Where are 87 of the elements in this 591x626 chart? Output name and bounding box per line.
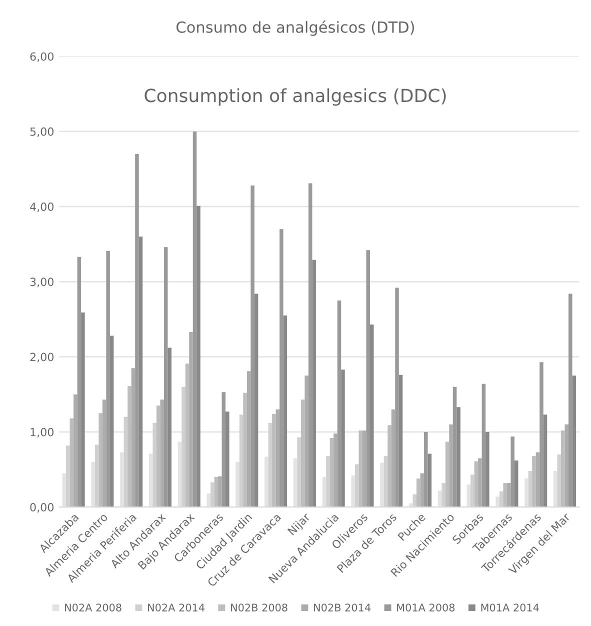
bar	[128, 386, 132, 508]
bar	[543, 414, 548, 508]
bar	[337, 300, 342, 508]
bar	[168, 348, 172, 508]
legend-label: N02B 2008	[231, 604, 288, 612]
bar	[536, 452, 540, 508]
bar	[474, 461, 478, 508]
chart-title: Consumo de analgésicos (DTD)	[176, 20, 414, 36]
y-tick-label: 3,00	[30, 278, 54, 288]
bar	[135, 154, 139, 508]
bar	[428, 454, 432, 508]
bar	[243, 392, 247, 508]
bar	[70, 418, 74, 508]
bar	[341, 370, 345, 508]
bar	[564, 424, 568, 508]
bar	[138, 236, 143, 508]
bar	[420, 473, 424, 508]
y-tick-label: 5,00	[30, 127, 54, 137]
bar	[283, 316, 288, 508]
bar	[456, 407, 460, 508]
bar	[452, 386, 457, 508]
bar	[81, 312, 85, 508]
bar	[308, 183, 312, 508]
bar	[226, 412, 230, 508]
bar	[276, 409, 280, 508]
bar	[300, 400, 305, 508]
y-tick-label: 2,00	[30, 352, 54, 362]
bar	[560, 430, 565, 508]
legend-label: M01A 2014	[481, 604, 539, 612]
bar	[192, 131, 197, 508]
bar	[272, 414, 276, 508]
bar	[98, 413, 102, 508]
bar	[510, 436, 514, 508]
bar	[486, 432, 490, 508]
bar	[218, 476, 222, 508]
bar	[514, 460, 518, 508]
bar	[334, 433, 338, 508]
y-tick-label: 4,00	[30, 202, 54, 212]
bar	[503, 483, 507, 508]
bar	[246, 371, 251, 508]
legend-label: N02A 2008	[65, 604, 122, 612]
legend-label: M01A 2008	[397, 604, 455, 612]
bar	[280, 229, 284, 508]
bar	[250, 186, 254, 508]
bar	[131, 368, 136, 508]
y-tick-label: 0,00	[30, 503, 54, 513]
bar	[160, 400, 164, 508]
bar	[330, 438, 334, 508]
bar	[358, 430, 362, 508]
bar	[370, 324, 374, 508]
legend-label: N02B 2014	[314, 604, 370, 612]
bar	[110, 336, 114, 508]
bar	[482, 384, 486, 508]
bar	[304, 376, 308, 508]
bar	[478, 458, 482, 508]
bar	[362, 430, 366, 508]
bar	[366, 250, 370, 508]
bar	[185, 364, 190, 508]
bar	[214, 477, 218, 508]
y-tick-label: 6,00	[30, 52, 54, 62]
bar	[77, 256, 82, 508]
bar	[102, 400, 106, 508]
annotation: Consumption of analgesics (DDC)	[144, 88, 446, 106]
bar	[424, 432, 428, 508]
bar	[445, 442, 450, 508]
bar	[74, 394, 78, 508]
bar	[189, 332, 193, 508]
bar	[164, 247, 168, 508]
bar	[312, 260, 316, 508]
bar	[391, 409, 396, 508]
bar	[449, 424, 453, 508]
bar	[254, 294, 258, 508]
y-tick-label: 1,00	[30, 428, 54, 438]
bar	[416, 478, 420, 508]
bar	[196, 206, 200, 508]
bar	[532, 456, 536, 508]
bar	[568, 294, 572, 508]
bar	[222, 392, 226, 508]
bar	[572, 376, 576, 508]
bar	[540, 362, 544, 508]
legend-label: N02A 2014	[148, 604, 204, 612]
bar	[506, 483, 511, 508]
bar	[156, 406, 160, 508]
bar	[106, 250, 110, 508]
bar	[398, 374, 403, 508]
bar	[388, 425, 392, 508]
bar	[395, 288, 399, 508]
